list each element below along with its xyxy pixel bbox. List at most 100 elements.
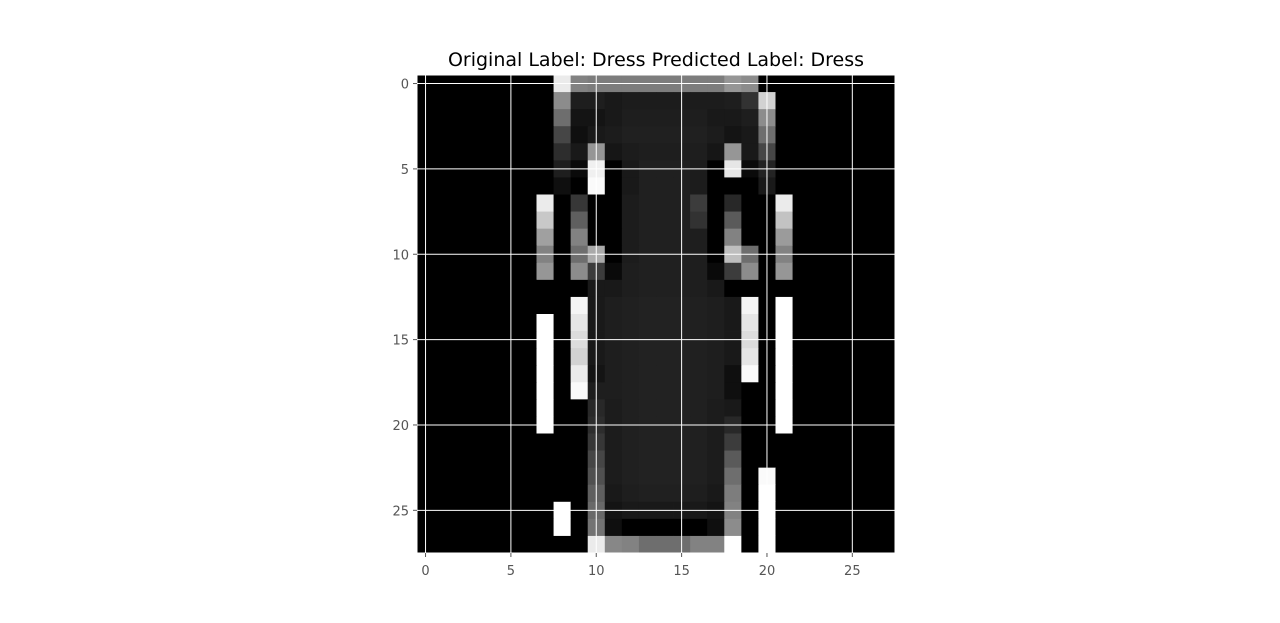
pixel-cell bbox=[741, 228, 759, 247]
pixel-cell bbox=[792, 177, 811, 195]
pixel-cell bbox=[809, 484, 828, 503]
pixel-cell bbox=[553, 484, 572, 503]
pixel-cell bbox=[553, 535, 572, 554]
pixel-cell bbox=[707, 92, 725, 110]
pixel-cell bbox=[826, 177, 845, 195]
pixel-cell bbox=[570, 126, 589, 144]
pixel-cell bbox=[451, 535, 469, 554]
pixel-cell bbox=[656, 126, 674, 144]
pixel-cell bbox=[621, 109, 640, 127]
pixel-cell bbox=[570, 484, 589, 503]
pixel-cell bbox=[877, 382, 896, 400]
pixel-cell bbox=[570, 518, 589, 537]
pixel-cell bbox=[741, 467, 759, 486]
pixel-cell bbox=[690, 279, 708, 298]
pixel-cell bbox=[553, 450, 572, 469]
pixel-cell bbox=[741, 382, 759, 400]
pixel-cell bbox=[690, 143, 708, 161]
pixel-cell bbox=[775, 518, 793, 537]
pixel-cell bbox=[485, 535, 503, 554]
pixel-cell bbox=[741, 194, 759, 212]
pixel-cell bbox=[707, 382, 725, 400]
pixel-cell bbox=[826, 143, 845, 161]
pixel-cell bbox=[792, 109, 811, 127]
pixel-cell bbox=[877, 262, 896, 281]
pixel-cell bbox=[707, 211, 725, 230]
pixel-cell bbox=[536, 296, 554, 315]
pixel-cell bbox=[434, 177, 452, 195]
pixel-cell bbox=[656, 296, 674, 315]
pixel-cell bbox=[724, 177, 742, 195]
pixel-cell bbox=[434, 262, 452, 281]
pixel-cell bbox=[570, 348, 589, 366]
pixel-cell bbox=[638, 450, 657, 469]
pixel-cell bbox=[621, 399, 640, 417]
y-tick-label: 10 bbox=[392, 248, 409, 263]
pixel-cell bbox=[638, 314, 657, 332]
pixel-cell bbox=[792, 262, 811, 281]
pixel-cell bbox=[792, 433, 811, 451]
pixel-cell bbox=[724, 433, 742, 451]
pixel-cell bbox=[775, 535, 793, 554]
pixel-cell bbox=[451, 484, 469, 503]
pixel-cell bbox=[536, 279, 554, 298]
pixel-cell bbox=[690, 484, 708, 503]
pixel-cell bbox=[468, 228, 486, 247]
pixel-cell bbox=[604, 314, 623, 332]
pixel-cell bbox=[656, 433, 674, 451]
pixel-cell bbox=[775, 382, 793, 400]
pixel-cell bbox=[877, 279, 896, 298]
pixel-cell bbox=[519, 194, 537, 212]
y-axis: 0 5 10 15 20 25 bbox=[392, 78, 417, 519]
pixel-cell bbox=[519, 433, 537, 451]
image-pixels bbox=[417, 75, 896, 554]
pixel-cell bbox=[621, 262, 640, 281]
pixel-cell bbox=[690, 228, 708, 247]
pixel-cell bbox=[485, 296, 503, 315]
pixel-cell bbox=[468, 450, 486, 469]
pixel-cell bbox=[826, 484, 845, 503]
pixel-cell bbox=[792, 535, 811, 554]
pixel-cell bbox=[656, 177, 674, 195]
pixel-cell bbox=[553, 262, 572, 281]
pixel-cell bbox=[826, 126, 845, 144]
pixel-cell bbox=[690, 177, 708, 195]
x-tick-label: 20 bbox=[759, 564, 776, 579]
pixel-cell bbox=[570, 467, 589, 486]
pixel-cell bbox=[451, 433, 469, 451]
pixel-cell bbox=[707, 314, 725, 332]
pixel-cell bbox=[877, 399, 896, 417]
grid-lines bbox=[417, 75, 895, 553]
pixel-cell bbox=[621, 126, 640, 144]
pixel-cell bbox=[724, 194, 742, 212]
pixel-cell bbox=[792, 399, 811, 417]
pixel-cell bbox=[775, 365, 793, 383]
pixel-cell bbox=[724, 518, 742, 537]
pixel-cell bbox=[690, 126, 708, 144]
pixel-cell bbox=[877, 450, 896, 469]
pixel-cell bbox=[741, 92, 759, 110]
pixel-cell bbox=[809, 399, 828, 417]
pixel-cell bbox=[638, 228, 657, 247]
pixel-cell bbox=[707, 109, 725, 127]
pixel-cell bbox=[468, 484, 486, 503]
pixel-cell bbox=[570, 92, 589, 110]
pixel-cell bbox=[519, 296, 537, 315]
pixel-cell bbox=[638, 382, 657, 400]
pixel-cell bbox=[809, 450, 828, 469]
pixel-cell bbox=[690, 518, 708, 537]
pixel-cell bbox=[826, 467, 845, 486]
pixel-cell bbox=[553, 433, 572, 451]
pixel-cell bbox=[519, 143, 537, 161]
pixel-cell bbox=[656, 109, 674, 127]
pixel-cell bbox=[775, 348, 793, 366]
pixel-cell bbox=[826, 92, 845, 110]
pixel-cell bbox=[604, 92, 623, 110]
pixel-cell bbox=[860, 279, 879, 298]
pixel-cell bbox=[570, 177, 589, 195]
pixel-cell bbox=[724, 467, 742, 486]
pixel-cell bbox=[570, 433, 589, 451]
pixel-cell bbox=[809, 314, 828, 332]
pixel-cell bbox=[638, 279, 657, 298]
pixel-cell bbox=[485, 194, 503, 212]
